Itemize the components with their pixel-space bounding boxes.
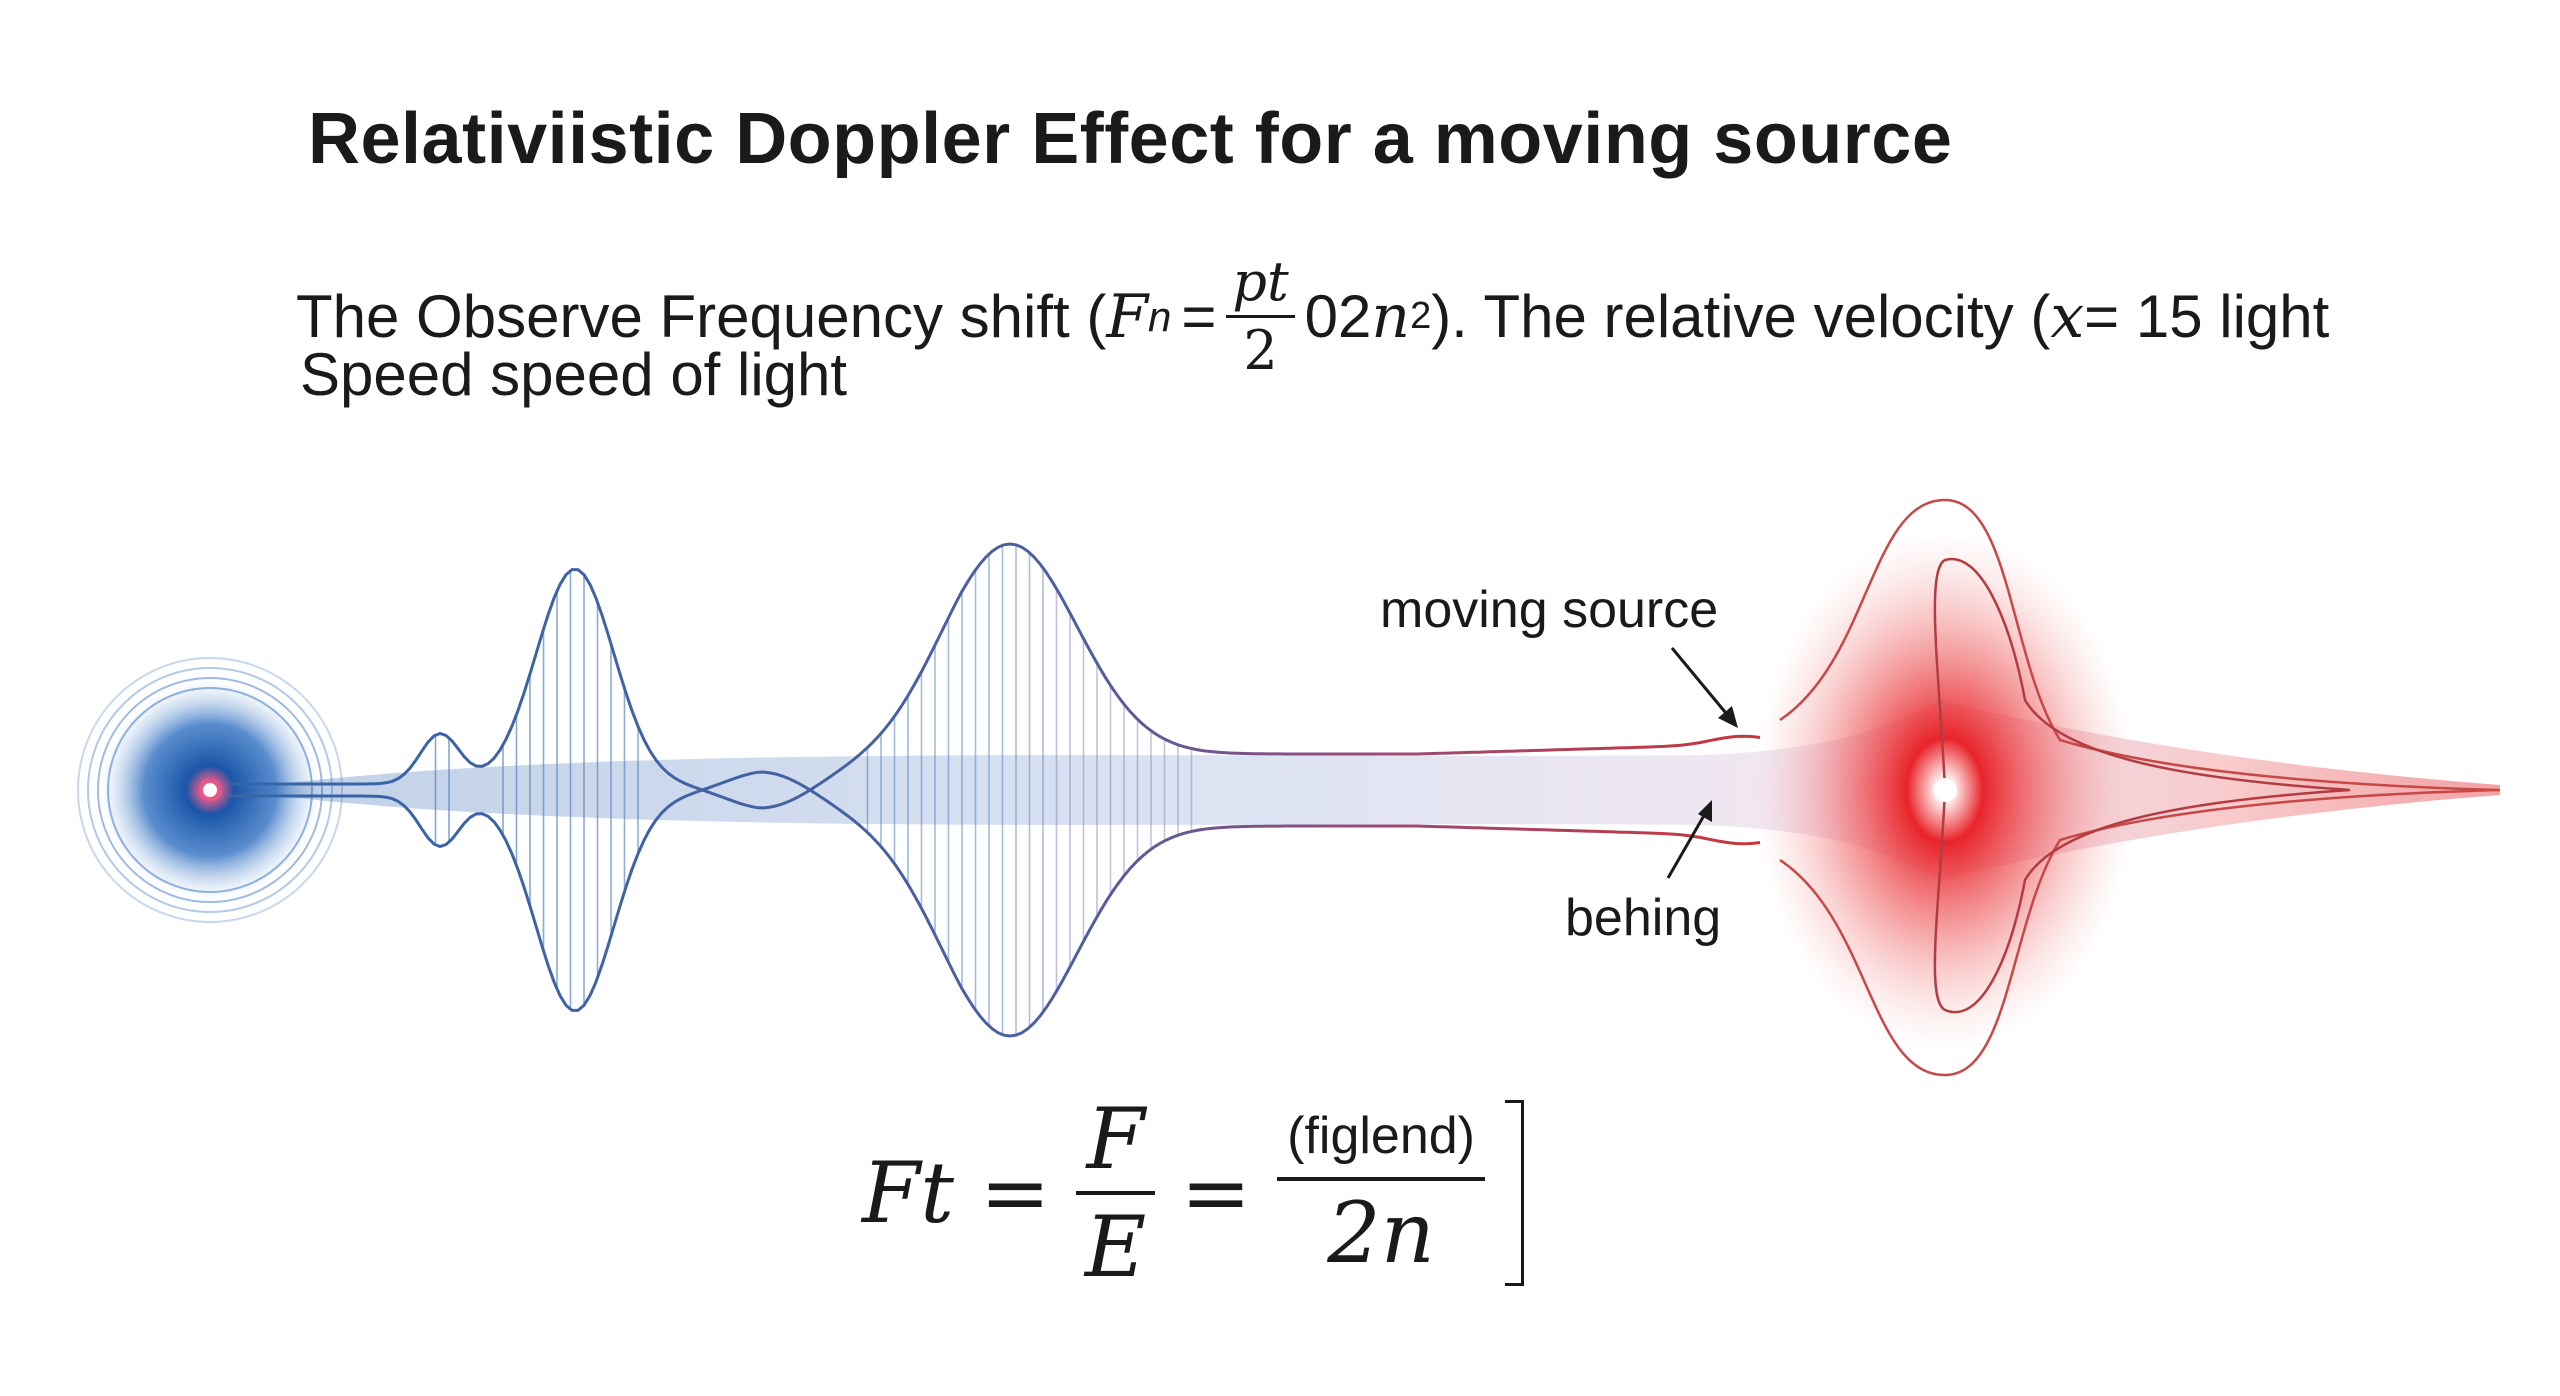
- subtitle-fraction: pt 2: [1226, 255, 1295, 382]
- subtitle-tail-exponent: 2: [1410, 295, 1432, 337]
- formula-fraction-2-numerator: (figlend): [1277, 1109, 1485, 1182]
- doppler-formula: Ft = F E = (figlend) 2n: [862, 1095, 1524, 1291]
- label-moving-source: moving source: [1380, 581, 1719, 639]
- subtitle-tail-number: 02: [1304, 283, 1372, 350]
- subtitle-symbol-x: x: [2050, 281, 2085, 352]
- formula-equals-1: =: [980, 1144, 1051, 1243]
- subtitle-tail-n: n: [1371, 281, 1411, 352]
- formula-lhs: Ft: [862, 1144, 955, 1243]
- subtitle-line-2: Speed speed of light: [300, 341, 848, 408]
- formula-fraction-2: (figlend) 2n: [1277, 1109, 1485, 1278]
- blue-source-core: [199, 779, 221, 801]
- formula-fraction-1: F E: [1076, 1095, 1155, 1297]
- formula-equals-2: =: [1180, 1144, 1252, 1243]
- wave-envelope-bottom: [230, 770, 1761, 1038]
- subtitle-mid: ). The relative velocity (: [1431, 283, 2051, 350]
- subtitle-fraction-denominator: 2: [1243, 319, 1278, 382]
- subtitle-symbol-f: F: [1106, 281, 1148, 352]
- page-title: Relativiistic Doppler Effect for a movin…: [308, 99, 1953, 179]
- subtitle-line-1: The Observe Frequency shift ( F n = pt 2…: [296, 255, 2329, 378]
- subtitle-end: = 15 light: [2084, 283, 2330, 350]
- formula-fraction-2-denominator: 2n: [1327, 1184, 1435, 1283]
- arrow-behind: [1666, 800, 1712, 879]
- red-source-core: [1933, 778, 1957, 802]
- wave-envelope-top: [230, 542, 1761, 810]
- subtitle-prefix: The Observe Frequency shift (: [296, 283, 1107, 350]
- arrow-moving-source: [1670, 647, 1738, 728]
- formula-bracket: [1505, 1100, 1524, 1287]
- subtitle-fraction-numerator: pt: [1226, 255, 1295, 318]
- subtitle-subscript-n: n: [1147, 292, 1172, 340]
- formula-fraction-1-numerator: F: [1076, 1095, 1155, 1196]
- label-behind: behing: [1565, 889, 1722, 947]
- red-lobe-outer: [1779, 498, 2501, 1077]
- subtitle-equals: =: [1181, 283, 1217, 350]
- formula-fraction-1-denominator: E: [1084, 1198, 1147, 1297]
